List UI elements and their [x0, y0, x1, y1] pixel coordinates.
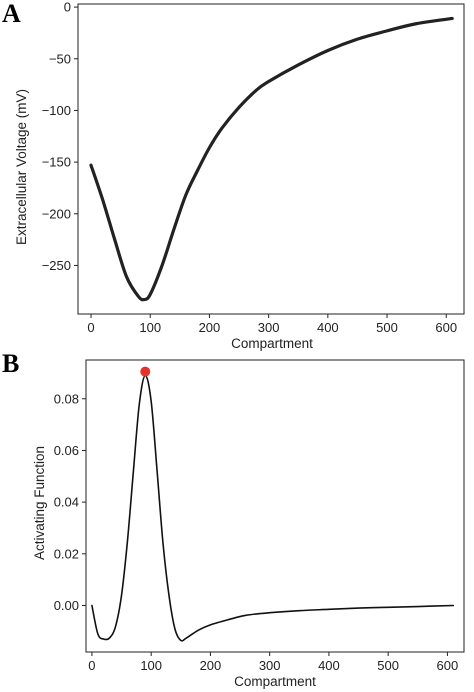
panel-b-plot-frame	[85, 359, 465, 653]
b-x-tick-label-2: 200	[200, 658, 222, 673]
b-x-tick-label-0: 0	[88, 658, 95, 673]
panel-b: B 0 100 200 300 400 500 600 0.000.020.040.060.…	[2, 349, 465, 689]
b-y-tick-label-4: 0.08	[54, 391, 79, 406]
b-y-tick-label-2: 0.04	[54, 495, 79, 510]
a-y-tick-label-0: 0	[64, 0, 71, 15]
panel-b-series-line	[91, 374, 455, 642]
panel-b-peak-marker	[140, 366, 151, 377]
panel-a-series-line	[89, 16, 454, 302]
b-x-tick-label-5: 500	[377, 658, 399, 673]
panel-a-plot-frame	[77, 3, 465, 315]
panel-b-y-axis-title: Activating Function	[32, 446, 47, 560]
b-x-tick-label-3: 300	[259, 658, 281, 673]
a-x-tick-label-0: 0	[87, 320, 94, 335]
a-x-tick-label-3: 300	[258, 320, 280, 335]
b-x-tick-label-4: 400	[318, 658, 340, 673]
panel-a-y-axis-title: Extracellular Voltage (mV)	[14, 89, 29, 245]
a-y-tick-label-3: −150	[42, 155, 71, 170]
b-x-tick-label-6: 600	[437, 658, 459, 673]
a-x-tick-label-5: 500	[376, 320, 398, 335]
b-y-tick-label-0: 0.00	[54, 598, 79, 613]
b-x-tick-label-1: 100	[140, 658, 162, 673]
b-y-tick-label-1: 0.02	[54, 546, 79, 561]
a-y-tick-label-4: −200	[42, 206, 71, 221]
panel-a-y-ticks: 0 −50 −100 −150 −200 −250	[42, 0, 78, 273]
a-y-tick-label-5: −250	[42, 258, 71, 273]
panel-b-x-ticks: 0 100 200 300 400 500 600	[88, 652, 458, 673]
a-x-tick-label-6: 600	[435, 320, 457, 335]
a-x-tick-label-2: 200	[199, 320, 221, 335]
panel-a-x-ticks: 0 100 200 300 400 500 600	[87, 314, 457, 335]
b-y-tick-label-3: 0.06	[54, 443, 79, 458]
panel-a-x-axis-title: Compartment	[231, 336, 313, 351]
a-x-tick-label-4: 400	[317, 320, 339, 335]
panel-a-label: A	[2, 0, 21, 28]
panel-b-label: B	[2, 349, 19, 378]
a-y-tick-label-1: −50	[49, 51, 71, 66]
a-x-tick-label-1: 100	[139, 320, 161, 335]
panel-a: A 0 100 200 300 400 500 600 0 −50 −100 −150 −200 −2…	[2, 0, 465, 351]
panel-b-x-axis-title: Compartment	[234, 674, 316, 689]
panel-b-y-ticks: 0.00 0.02 0.04 0.06 0.08	[54, 391, 86, 613]
a-y-tick-label-2: −100	[42, 103, 71, 118]
